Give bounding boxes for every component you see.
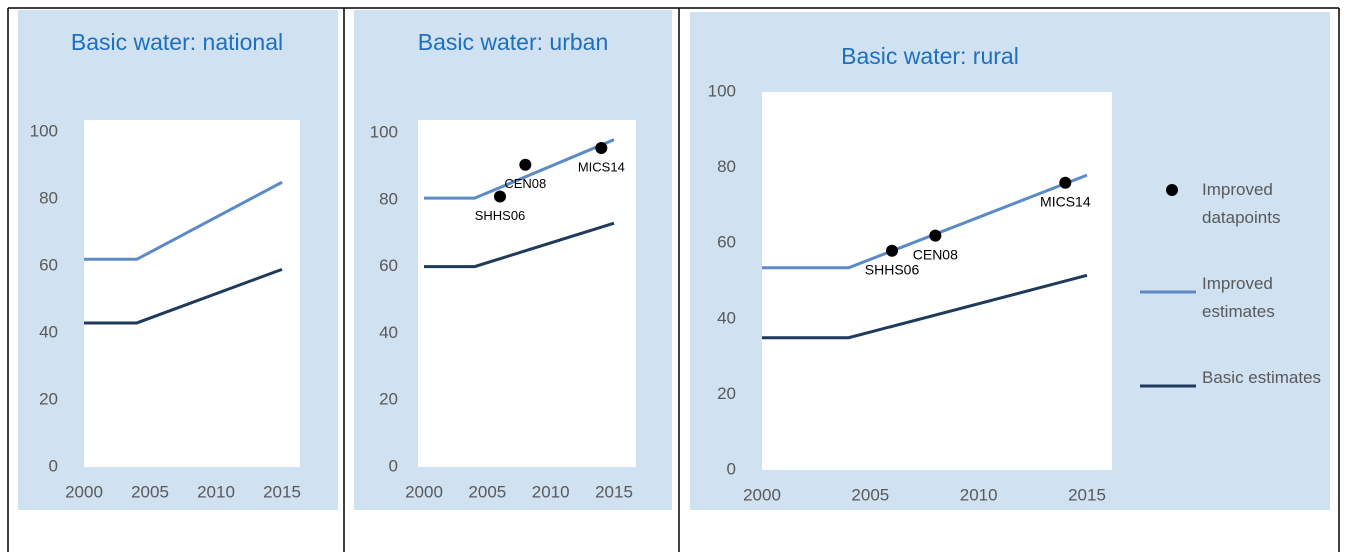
datapoint-label: CEN08	[913, 246, 958, 262]
datapoint-label: CEN08	[504, 176, 546, 191]
line-series	[762, 173, 1088, 270]
plot-area	[418, 120, 636, 467]
datapoint	[494, 190, 506, 203]
line-series	[424, 138, 615, 200]
y-tick-label: 100	[708, 81, 736, 100]
y-tick-label: 40	[379, 323, 398, 342]
legend-label: Improved estimates	[1202, 274, 1275, 321]
y-tick-label: 60	[379, 256, 398, 275]
x-tick-label: 2000	[405, 482, 443, 501]
x-tick-label: 2015	[595, 482, 633, 501]
legend-label: Improved datapoints	[1202, 180, 1281, 227]
x-tick-label: 2015	[263, 482, 301, 501]
line-series	[424, 221, 615, 269]
x-tick-label: 2000	[743, 485, 781, 504]
plot-area	[762, 92, 1112, 470]
datapoint-label: MICS14	[578, 159, 625, 174]
y-tick-label: 80	[379, 189, 398, 208]
x-tick-label: 2010	[532, 482, 570, 501]
y-tick-label: 100	[30, 121, 58, 140]
y-tick-label: 0	[49, 456, 58, 475]
x-tick-label: 2000	[65, 482, 103, 501]
x-tick-label: 2005	[131, 482, 169, 501]
y-tick-label: 60	[39, 255, 58, 274]
y-tick-label: 20	[379, 390, 398, 409]
x-tick-label: 2010	[960, 485, 998, 504]
datapoint	[886, 244, 898, 257]
y-tick-label: 40	[39, 322, 58, 341]
line-series	[762, 273, 1088, 340]
y-tick-label: 60	[717, 233, 736, 252]
y-tick-label: 40	[717, 308, 736, 327]
y-tick-label: 80	[39, 188, 58, 207]
datapoint	[519, 158, 532, 171]
y-tick-label: 100	[370, 122, 398, 141]
chart-title: Basic water: urban	[417, 29, 609, 55]
chart-title: Basic water: rural	[841, 43, 1019, 69]
x-tick-label: 2015	[1068, 485, 1106, 504]
datapoint-label: MICS14	[1040, 193, 1091, 209]
datapoint	[1059, 176, 1072, 189]
datapoint-label: SHHS06	[865, 261, 920, 277]
legend-label: Basic estimates	[1202, 368, 1322, 387]
line-series	[84, 180, 283, 261]
x-tick-label: 2010	[197, 482, 235, 501]
chart-title: Basic water: national	[70, 29, 284, 55]
y-tick-label: 0	[389, 456, 398, 475]
y-tick-label: 20	[39, 389, 58, 408]
plot-area	[84, 120, 300, 467]
legend-marker	[1166, 184, 1178, 196]
y-tick-label: 0	[727, 459, 736, 478]
x-tick-label: 2005	[468, 482, 506, 501]
y-tick-label: 20	[717, 384, 736, 403]
datapoint-label: SHHS06	[475, 208, 526, 223]
y-tick-label: 80	[717, 157, 736, 176]
datapoint	[595, 142, 608, 155]
x-tick-label: 2005	[851, 485, 889, 504]
datapoint	[929, 229, 942, 242]
line-series	[84, 267, 283, 325]
